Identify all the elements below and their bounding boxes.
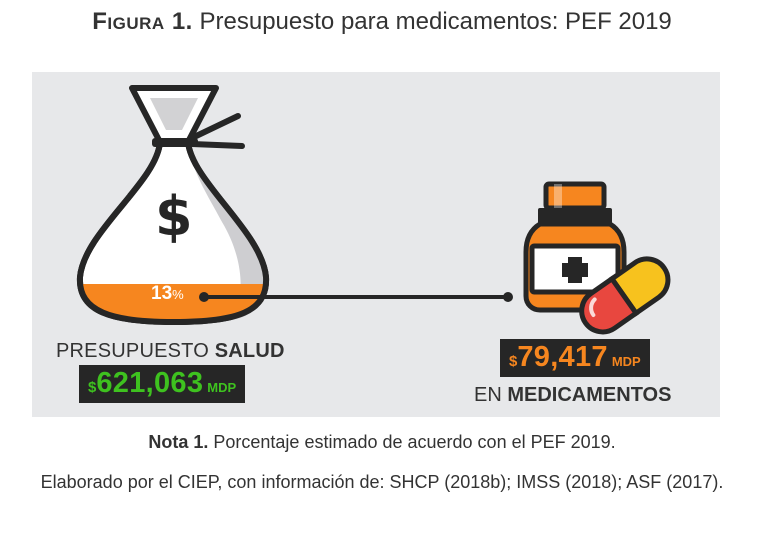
figure-label: Figura 1. xyxy=(92,8,193,35)
health-budget-label: PRESUPUESTO SALUD xyxy=(56,340,285,363)
pill-capsule-icon xyxy=(579,256,671,335)
medicines-label: EN MEDICAMENTOS xyxy=(474,384,671,407)
health-unit: MDP xyxy=(207,380,237,395)
health-label-prefix: PRESUPUESTO xyxy=(56,340,209,362)
percent-value: 13 xyxy=(151,283,173,304)
infographic-panel: $ 13% PRESUPUESTO SALUD $621,063 MDP $79,… xyxy=(32,72,720,417)
figure-note: Nota 1. Porcentaje estimado de acuerdo c… xyxy=(0,432,764,453)
medicines-label-prefix: EN xyxy=(474,384,502,406)
health-currency: $ xyxy=(88,379,97,396)
health-share-percent: 13% xyxy=(151,283,184,305)
note-label: Nota 1. xyxy=(148,432,209,452)
source-citation: Elaborado por el CIEP, con información d… xyxy=(40,472,724,492)
health-amount: 621,063 xyxy=(96,367,204,399)
medicines-amount-badge: $79,417 MDP xyxy=(500,339,650,377)
money-bag-icon xyxy=(76,85,270,325)
connector-line xyxy=(199,292,513,302)
medicine-bottle-icon xyxy=(523,181,627,313)
percent-symbol: % xyxy=(172,287,184,302)
health-amount-badge: $621,063 MDP xyxy=(79,365,246,403)
dollar-sign-icon: $ xyxy=(155,185,193,248)
note-text: Porcentaje estimado de acuerdo con el PE… xyxy=(213,432,616,452)
medicines-label-bold: MEDICAMENTOS xyxy=(507,384,672,406)
medicines-unit: MDP xyxy=(611,354,641,369)
medicines-amount: 79,417 xyxy=(517,341,608,373)
medicines-currency: $ xyxy=(509,353,518,370)
infographic-graphics xyxy=(76,85,671,335)
figure-title-text: Presupuesto para medicamentos: PEF 2019 xyxy=(199,8,672,35)
figure-title: Figura 1. Presupuesto para medicamentos:… xyxy=(0,8,764,36)
health-label-bold: SALUD xyxy=(214,340,285,362)
